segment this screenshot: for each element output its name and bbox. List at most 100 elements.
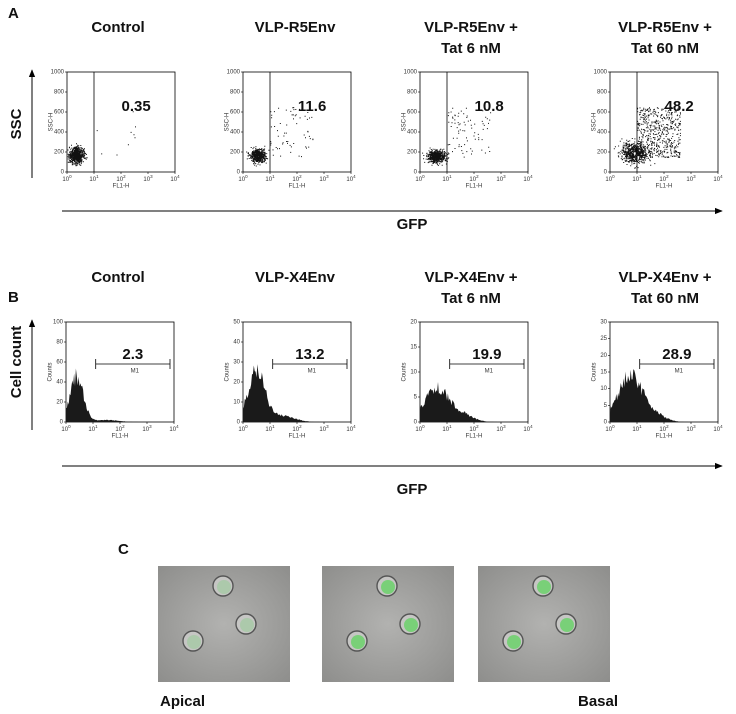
tick-base: 10 (346, 177, 353, 183)
plot-title: Tat 60 nM (631, 40, 699, 57)
event-cloud (67, 111, 136, 167)
tick-exponent: 2 (299, 174, 302, 179)
y-tick-label: 800 (230, 90, 241, 96)
y-axis-title: Counts (592, 362, 598, 381)
x-tick-label: 104 (169, 424, 179, 432)
y-tick-label: 50 (233, 320, 240, 326)
histogram (66, 368, 174, 422)
fluorescence (217, 580, 231, 594)
y-tick-label: 800 (407, 90, 418, 96)
y-tick-label: 400 (230, 130, 241, 136)
tick-exponent: 0 (422, 424, 425, 429)
tick-base: 10 (142, 427, 149, 433)
tick-base: 10 (346, 427, 353, 433)
x-tick-label: 104 (346, 174, 356, 182)
tick-exponent: 4 (176, 424, 179, 429)
tick-exponent: 0 (612, 424, 615, 429)
y-axis-title: SSC-H (402, 113, 408, 132)
x-tick-label: 100 (61, 424, 71, 432)
x-tick-label: 103 (686, 424, 696, 432)
x-tick-label: 103 (686, 174, 696, 182)
tick-exponent: 1 (639, 424, 642, 429)
tick-base: 10 (713, 177, 720, 183)
y-tick-label: 10 (410, 370, 417, 376)
tick-base: 10 (469, 177, 476, 183)
x-tick-label: 103 (496, 174, 506, 182)
y-tick-label: 15 (410, 345, 417, 351)
y-tick-label: 40 (56, 380, 63, 386)
x-tick-label: 103 (496, 424, 506, 432)
plot-title: VLP-R5Env (255, 19, 337, 36)
x-tick-label: 103 (142, 424, 152, 432)
y-tick-label: 400 (597, 130, 608, 136)
tick-exponent: 2 (666, 424, 669, 429)
y-tick-label: 600 (597, 110, 608, 116)
y-tick-label: 5 (414, 395, 418, 401)
plot-title: Tat 6 nM (441, 290, 501, 307)
y-tick-label: 25 (600, 336, 607, 342)
gate-percent: 10.8 (475, 98, 504, 115)
tick-exponent: 3 (326, 174, 329, 179)
tick-base: 10 (442, 177, 449, 183)
x-axis-title: FL1-H (656, 434, 673, 440)
x-tick-label: 102 (292, 174, 302, 182)
tick-base: 10 (292, 427, 299, 433)
gate-percent: 2.3 (122, 346, 143, 363)
tick-base: 10 (659, 177, 666, 183)
axis-label: GFP (397, 216, 428, 233)
tick-base: 10 (116, 177, 123, 183)
y-tick-label: 600 (230, 110, 241, 116)
y-axis-title: SSC-H (592, 113, 598, 132)
x-tick-label: 102 (115, 424, 125, 432)
x-tick-label: 104 (346, 424, 356, 432)
tick-base: 10 (442, 427, 449, 433)
histogram (420, 382, 528, 422)
y-tick-label: 0 (237, 420, 241, 426)
x-tick-label: 102 (292, 424, 302, 432)
y-tick-label: 20 (233, 380, 240, 386)
x-tick-label: 102 (469, 174, 479, 182)
plot-title: Control (91, 19, 144, 36)
y-tick-label: 15 (600, 370, 607, 376)
tick-exponent: 0 (69, 174, 72, 179)
tick-exponent: 2 (299, 424, 302, 429)
y-tick-label: 0 (237, 170, 241, 176)
x-tick-label: 104 (713, 174, 723, 182)
x-tick-label: 101 (632, 174, 642, 182)
gate-percent: 19.9 (472, 346, 501, 363)
tick-exponent: 2 (476, 424, 479, 429)
tick-exponent: 1 (449, 424, 452, 429)
y-tick-label: 1000 (227, 70, 241, 76)
histogram (610, 369, 718, 422)
tick-base: 10 (238, 177, 245, 183)
y-tick-label: 60 (56, 360, 63, 366)
y-tick-label: 1000 (51, 70, 65, 76)
tick-exponent: 1 (272, 424, 275, 429)
x-axis-title: FL1-H (656, 184, 673, 190)
x-tick-label: 102 (659, 424, 669, 432)
plot-title: VLP-X4Env + (619, 269, 712, 286)
x-tick-label: 101 (632, 424, 642, 432)
y-axis-title: SSC-H (49, 113, 55, 132)
tick-exponent: 0 (68, 424, 71, 429)
tick-exponent: 3 (503, 174, 506, 179)
tick-base: 10 (265, 177, 272, 183)
axis-label: SSC (8, 108, 25, 139)
y-tick-label: 20 (410, 320, 417, 326)
tick-exponent: 2 (122, 424, 125, 429)
plot-title: VLP-X4Env (255, 269, 336, 286)
tick-base: 10 (89, 177, 96, 183)
x-tick-label: 102 (469, 424, 479, 432)
tick-exponent: 2 (666, 174, 669, 179)
tick-base: 10 (523, 427, 530, 433)
gate-percent: 28.9 (662, 346, 691, 363)
x-axis-title: FL1-H (466, 184, 483, 190)
fluorescence (187, 635, 201, 649)
tick-base: 10 (632, 427, 639, 433)
x-tick-label: 103 (319, 174, 329, 182)
x-tick-label: 104 (523, 174, 533, 182)
tick-exponent: 1 (95, 424, 98, 429)
x-tick-label: 101 (89, 174, 99, 182)
tick-base: 10 (713, 427, 720, 433)
tick-base: 10 (496, 427, 503, 433)
